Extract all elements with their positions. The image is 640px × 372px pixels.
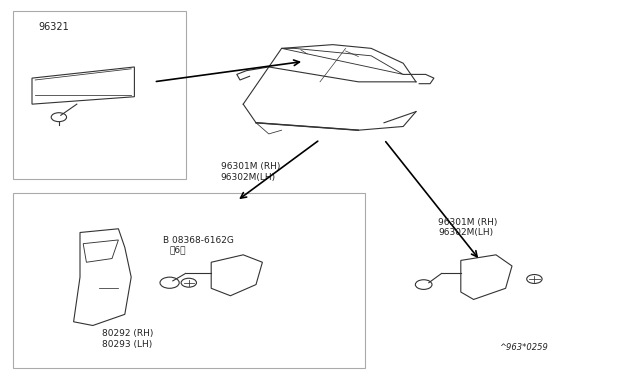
Text: 96301M (RH): 96301M (RH) <box>438 218 498 227</box>
Text: 96301M (RH): 96301M (RH) <box>221 162 280 171</box>
Text: 80292 (RH): 80292 (RH) <box>102 329 154 338</box>
Bar <box>13 11 186 179</box>
Bar <box>13 193 365 368</box>
Text: 96321: 96321 <box>38 22 69 32</box>
Text: 96302M(LH): 96302M(LH) <box>221 173 276 182</box>
Text: B 08368-6162G: B 08368-6162G <box>163 236 234 245</box>
Text: 96302M(LH): 96302M(LH) <box>438 228 493 237</box>
Text: （6）: （6） <box>170 246 186 254</box>
Text: ^963*0259: ^963*0259 <box>499 343 548 352</box>
Text: 80293 (LH): 80293 (LH) <box>102 340 153 349</box>
